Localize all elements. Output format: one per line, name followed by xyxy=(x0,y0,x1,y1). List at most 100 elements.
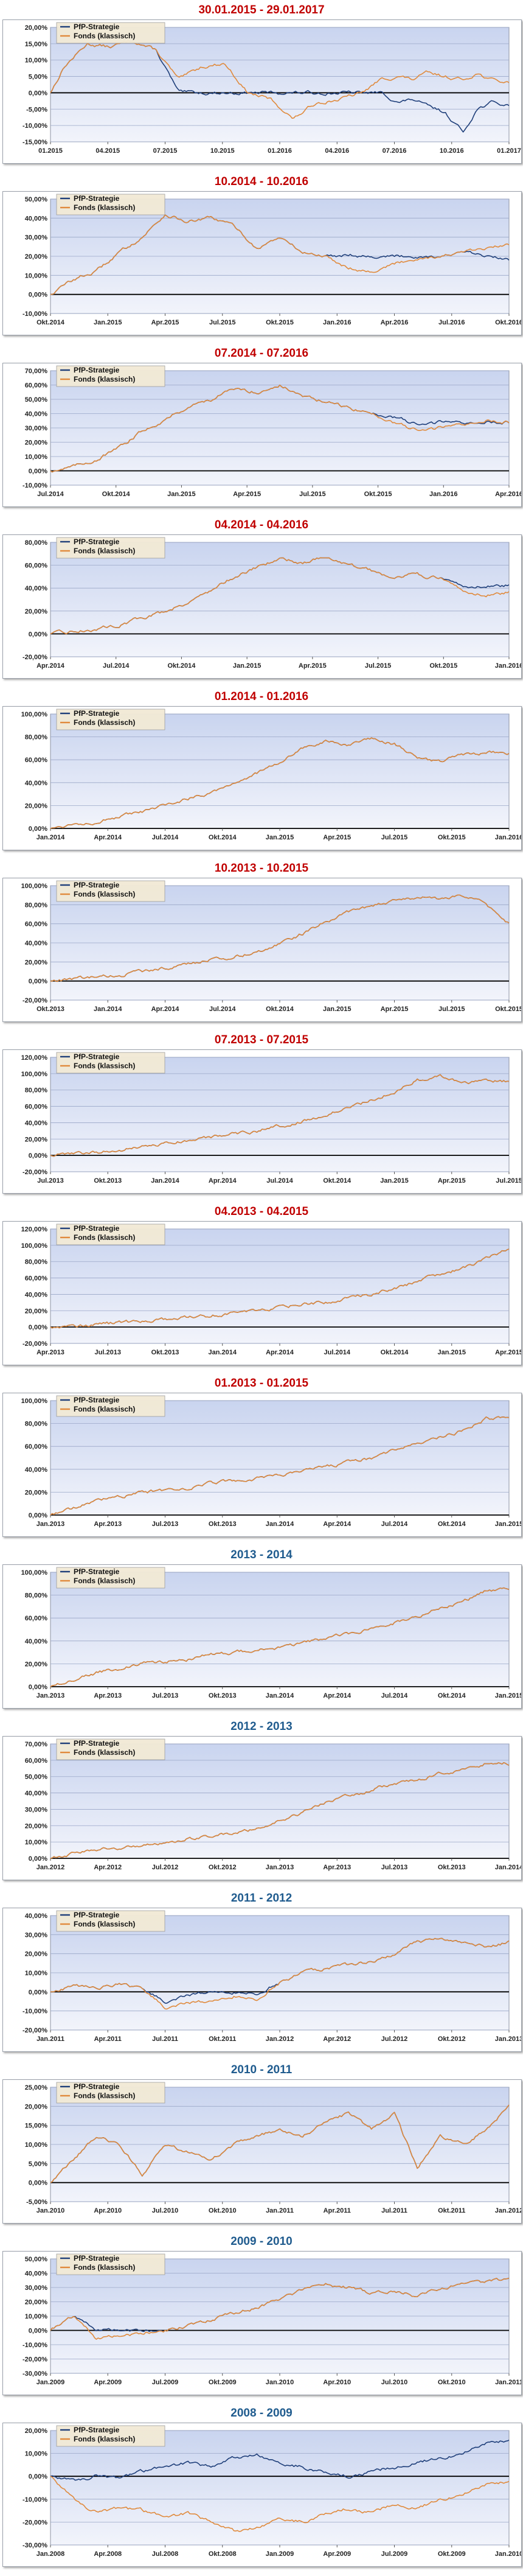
chart-title: 01.2013 - 01.2015 xyxy=(214,1377,309,1390)
x-tick-label: Okt.2014 xyxy=(36,319,65,326)
x-tick-label: Okt.2016 xyxy=(495,319,521,326)
y-tick-label: -10,00% xyxy=(23,2496,47,2504)
x-tick-label: Okt.2010 xyxy=(438,2379,466,2386)
chart-title: 2012 - 2013 xyxy=(230,1720,293,1733)
y-tick-label: 0,00% xyxy=(29,825,47,833)
y-tick-label: 120,00% xyxy=(21,1054,48,1062)
chart-panel: 30.01.2015 - 29.01.2017 20,00% 15,00% 10,00… xyxy=(0,0,523,166)
x-tick-label: Jan.2013 xyxy=(266,1864,294,1871)
chart-title: 2011 - 2012 xyxy=(230,1892,293,1905)
x-tick-label: Jan.2009 xyxy=(36,2379,64,2386)
x-tick-label: Apr.2014 xyxy=(266,1349,294,1356)
y-tick-label: 20,00% xyxy=(25,1951,48,1958)
legend-label: Fonds (klassisch) xyxy=(74,1405,135,1413)
x-tick-label: Apr.2009 xyxy=(323,2550,351,2558)
y-tick-label: -20,00% xyxy=(23,2519,47,2526)
series-line-fonds xyxy=(50,2277,510,2340)
chart-frame: 100,00% 80,00% 60,00% 40,00% 20,00% 0,00% Jan.… xyxy=(2,1393,522,1537)
y-tick-label: 40,00% xyxy=(25,411,48,418)
x-tick-label: Apr.2008 xyxy=(94,2550,122,2558)
y-tick-label: -10,00% xyxy=(23,122,47,130)
x-tick-label: Apr.2015 xyxy=(151,319,179,326)
x-tick-label: 04.2016 xyxy=(325,147,349,155)
plot-area xyxy=(50,1743,510,1859)
chart-svg: 20,00% 15,00% 10,00% 5,00% 0,00% -5,00% -10,00… xyxy=(23,22,521,155)
x-tick-label: Jul.2015 xyxy=(438,1006,465,1013)
chart-panel: 2010 - 2011 25,00% 20,00% 15,00% 10,00% 5,00%… xyxy=(0,2060,523,2225)
y-tick-label: 70,00% xyxy=(25,1741,48,1748)
y-tick-label: 80,00% xyxy=(25,1259,48,1266)
y-tick-label: 80,00% xyxy=(25,1592,48,1600)
y-tick-label: 20,00% xyxy=(25,439,48,447)
chart-svg: 100,00%80,00%60,00%40,00%20,00%0,00%Jan.… xyxy=(21,1567,521,1699)
y-tick-label: 10,00% xyxy=(25,2451,48,2458)
x-tick-label: Apr.2014 xyxy=(323,1692,352,1699)
x-tick-label: Apr.2014 xyxy=(209,1177,237,1185)
x-tick-label: Apr.2013 xyxy=(94,1521,122,1528)
series-line-fonds xyxy=(50,1937,510,2010)
y-tick-label: 40,00% xyxy=(25,585,48,592)
x-tick-label: 04.2015 xyxy=(95,147,120,155)
chart-svg: 100,00%80,00%60,00%40,00%20,00%0,00%Jan.… xyxy=(21,1395,521,1528)
legend-label: Fonds (klassisch) xyxy=(74,1748,135,1757)
x-tick-label: Apr.2015 xyxy=(299,662,327,670)
chart-svg: 100,00%80,00%60,00%40,00%20,00%0,00%Jan.… xyxy=(21,709,521,841)
chart-panel: 07.2014 - 07.2016 70,00% 60,00% 50,00% 40,00… xyxy=(0,343,523,509)
series-line-fonds xyxy=(50,1248,510,1329)
y-tick-label: 20,00% xyxy=(25,1822,48,1830)
y-tick-label: -20,00% xyxy=(23,1340,47,1348)
y-tick-label: 20,00% xyxy=(25,2427,48,2435)
x-tick-label: Jan.2015 xyxy=(495,1521,521,1528)
y-tick-label: 10,00% xyxy=(25,2141,48,2149)
chart-panel: 01.2013 - 01.2015 100,00% 80,00% 60,00% 40,0… xyxy=(0,1373,523,1539)
legend-label: Fonds (klassisch) xyxy=(74,375,135,383)
y-tick-label: -30,00% xyxy=(23,2542,47,2549)
y-tick-label: 0,00% xyxy=(29,978,47,985)
y-tick-label: 20,00% xyxy=(25,1136,48,1143)
chart-svg: 80,00%60,00%40,00%20,00%0,00%-20,00%Apr.… xyxy=(23,537,521,670)
y-tick-label: 60,00% xyxy=(25,921,48,928)
x-tick-label: Jan.2009 xyxy=(266,2550,294,2558)
y-tick-label: -10,00% xyxy=(23,2342,47,2349)
y-tick-label: 70,00% xyxy=(25,368,48,375)
x-tick-label: Okt.2015 xyxy=(266,319,294,326)
chart-frame: 120,00% 100,00% 80,00% 60,00% 40,00% 20,00% 0,… xyxy=(2,1221,522,1365)
chart-svg: 120,00% 100,00% 80,00% 60,00% 40,00% 20,00% 0,… xyxy=(21,1223,521,1356)
legend-label: PfP-Strategie xyxy=(74,2426,120,2434)
x-tick-label: Jul.2015 xyxy=(209,319,235,326)
x-tick-label: 10.2016 xyxy=(440,147,464,155)
legend-box xyxy=(56,709,165,730)
x-tick-label: Apr.2015 xyxy=(438,1177,466,1185)
series-line-fonds xyxy=(50,1587,510,1687)
y-tick-label: 60,00% xyxy=(25,1757,48,1765)
x-tick-label: Jan.2014 xyxy=(209,1349,237,1356)
legend-box xyxy=(56,2425,165,2447)
x-tick-label: Jul.2016 xyxy=(438,319,465,326)
x-tick-label: Jul.2010 xyxy=(381,2379,407,2386)
series-line-fonds xyxy=(50,384,510,473)
chart-frame: 100,00% 80,00% 60,00% 40,00% 20,00% 0,00% Jan.… xyxy=(2,1564,522,1709)
chart-frame: 80,00% 60,00% 40,00% 20,00% 0,00% -20,00% Apr.… xyxy=(2,534,522,679)
legend-label: Fonds (klassisch) xyxy=(74,718,135,727)
y-tick-label: 20,00% xyxy=(25,608,48,615)
chart-panel: 04.2014 - 04.2016 80,00% 60,00% 40,00% 20,00… xyxy=(0,515,523,681)
y-tick-label: -20,00% xyxy=(23,2027,47,2034)
x-tick-label: Okt.2014 xyxy=(438,1692,466,1699)
x-tick-label: Jul.2014 xyxy=(381,1692,408,1699)
legend-label: PfP-Strategie xyxy=(74,1739,120,1748)
chart-frame: 100,00% 80,00% 60,00% 40,00% 20,00% 0,00% Jan.… xyxy=(2,706,522,850)
chart-panel: 2013 - 2014 100,00% 80,00% 60,00% 40,00% 20,0… xyxy=(0,1545,523,1710)
y-tick-label: 25,00% xyxy=(25,2084,48,2091)
x-tick-label: Okt.2015 xyxy=(495,1006,521,1013)
x-tick-label: Apr.2013 xyxy=(323,1864,351,1871)
plot-area xyxy=(50,542,510,657)
x-tick-label: Okt.2013 xyxy=(36,1006,64,1013)
y-tick-label: 10,00% xyxy=(25,57,48,65)
y-tick-label: -5,00% xyxy=(26,106,47,113)
y-tick-label: 10,00% xyxy=(25,1839,48,1846)
legend-label: Fonds (klassisch) xyxy=(74,547,135,555)
legend-box xyxy=(56,880,165,902)
x-tick-label: Jan.2013 xyxy=(36,1692,64,1699)
x-tick-label: Jul.2011 xyxy=(152,2035,178,2043)
x-tick-label: Jan.2010 xyxy=(36,2207,64,2214)
